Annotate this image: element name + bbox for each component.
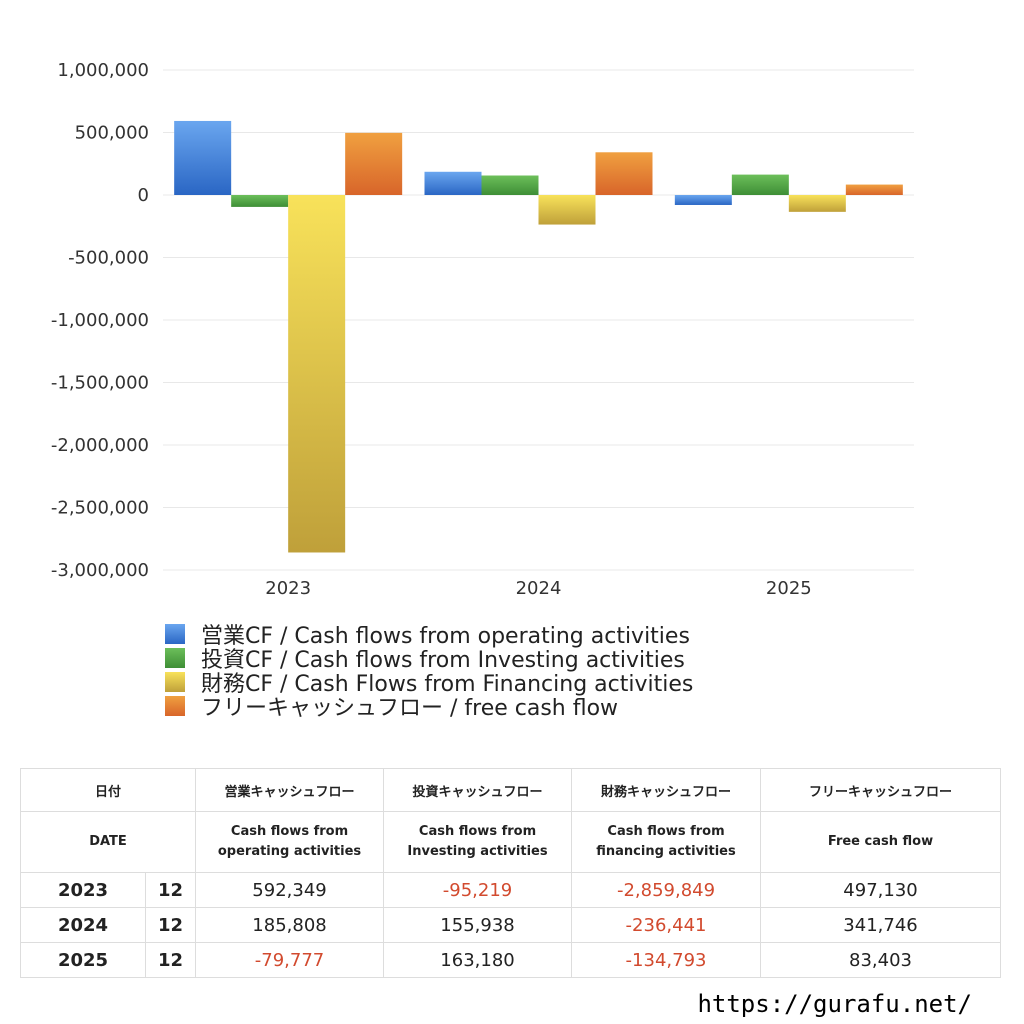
y-tick-label: -3,000,000	[51, 560, 149, 581]
header-free-en: Free cash flow	[760, 811, 1002, 873]
x-axis-tick-labels: 2023 2024 2025	[265, 578, 811, 599]
y-tick-label: -2,500,000	[51, 498, 149, 519]
legend-item-operating: 営業CF / Cash flows from operating activit…	[165, 622, 693, 649]
bar	[481, 175, 539, 195]
header-date-en: DATE	[19, 811, 197, 873]
header-financing-en: Cash flows from financing activities	[571, 811, 762, 873]
row-free: 497,130	[760, 872, 1002, 908]
row-investing: -95,219	[383, 872, 573, 908]
row-financing: -134,793	[571, 942, 762, 978]
row-operating: 185,808	[195, 907, 385, 943]
legend-item-financing: 財務CF / Cash Flows from Financing activit…	[165, 670, 693, 697]
row-financing: -2,859,849	[571, 872, 762, 908]
cash-flow-bar-chart: 1,000,000 500,000 0 -500,000 -1,000,000 -1,50…	[51, 60, 914, 599]
bar	[231, 195, 289, 207]
bar	[288, 195, 346, 553]
header-date-ja: 日付	[19, 768, 197, 812]
table-row: 2024 12 185,808 155,938 -236,441 341,746	[20, 907, 1002, 943]
row-month: 12	[144, 942, 197, 978]
row-investing: 163,180	[383, 942, 573, 978]
header-investing-en-line2: Investing activities	[407, 844, 548, 859]
bar	[345, 132, 403, 195]
header-operating-en: Cash flows from operating activities	[195, 811, 385, 873]
row-investing: 155,938	[383, 907, 573, 943]
row-year: 2025	[20, 942, 146, 978]
header-free-ja: フリーキャッシュフロー	[760, 768, 1002, 812]
bar	[595, 152, 653, 195]
legend-swatch-financing	[165, 672, 185, 692]
table-row: 2023 12 592,349 -95,219 -2,859,849 497,1…	[20, 872, 1002, 908]
legend-item-investing: 投資CF / Cash flows from Investing activit…	[165, 646, 693, 673]
x-tick-label: 2023	[265, 578, 311, 599]
header-financing-en-line1: Cash flows from	[607, 824, 725, 839]
x-tick-label: 2024	[516, 578, 562, 599]
y-tick-label: 0	[138, 185, 149, 206]
row-free: 341,746	[760, 907, 1002, 943]
bar	[424, 171, 482, 195]
table-header-en: DATE Cash flows from operating activitie…	[19, 811, 1002, 873]
y-tick-label: -1,000,000	[51, 310, 149, 331]
legend-swatch-operating	[165, 624, 185, 644]
chart-legend: 営業CF / Cash flows from operating activit…	[165, 622, 693, 721]
legend-label-operating: 営業CF / Cash flows from operating activit…	[201, 624, 690, 649]
y-tick-label: 1,000,000	[57, 60, 149, 81]
x-tick-label: 2025	[766, 578, 812, 599]
table-header-ja: 日付 営業キャッシュフロー 投資キャッシュフロー 財務キャッシュフロー フリーキ…	[19, 768, 1002, 812]
bar	[731, 174, 789, 195]
table-row: 2025 12 -79,777 163,180 -134,793 83,403	[20, 942, 1002, 978]
row-year: 2023	[20, 872, 146, 908]
bar	[174, 120, 232, 195]
y-tick-label: 500,000	[75, 123, 149, 144]
header-operating-en-line1: Cash flows from	[230, 824, 349, 839]
bar	[538, 195, 596, 225]
header-financing-ja: 財務キャッシュフロー	[571, 768, 762, 812]
legend-item-free: フリーキャッシュフロー / free cash flow	[165, 694, 693, 721]
header-investing-ja: 投資キャッシュフロー	[383, 768, 573, 812]
y-tick-label: -500,000	[68, 248, 149, 269]
row-operating: -79,777	[195, 942, 385, 978]
legend-swatch-investing	[165, 648, 185, 668]
row-year: 2024	[20, 907, 146, 943]
header-investing-en-line1: Cash flows from	[418, 824, 537, 839]
bars	[174, 120, 903, 553]
legend-swatch-free	[165, 696, 185, 716]
row-operating: 592,349	[195, 872, 385, 908]
cash-flow-table: 日付 営業キャッシュフロー 投資キャッシュフロー 財務キャッシュフロー フリーキ…	[19, 768, 1002, 978]
header-investing-en: Cash flows from Investing activities	[383, 811, 573, 873]
header-financing-en-line2: financing activities	[596, 844, 736, 859]
legend-label-free: フリーキャッシュフロー / free cash flow	[201, 696, 619, 721]
row-free: 83,403	[760, 942, 1002, 978]
header-operating-ja: 営業キャッシュフロー	[195, 768, 385, 812]
header-operating-en-line2: operating activities	[217, 844, 362, 859]
site-url[interactable]: https://gurafu.net/	[697, 990, 972, 1018]
legend-label-investing: 投資CF / Cash flows from Investing activit…	[201, 648, 685, 673]
y-tick-label: -2,000,000	[51, 435, 149, 456]
bar	[674, 195, 732, 205]
row-month: 12	[144, 872, 197, 908]
y-tick-label: -1,500,000	[51, 373, 149, 394]
row-month: 12	[144, 907, 197, 943]
row-financing: -236,441	[571, 907, 762, 943]
y-axis-tick-labels: 1,000,000 500,000 0 -500,000 -1,000,000 -1,50…	[51, 60, 149, 581]
grid-lines	[163, 69, 914, 571]
bar	[788, 195, 846, 212]
bar	[845, 184, 903, 195]
legend-label-financing: 財務CF / Cash Flows from Financing activit…	[201, 672, 694, 697]
